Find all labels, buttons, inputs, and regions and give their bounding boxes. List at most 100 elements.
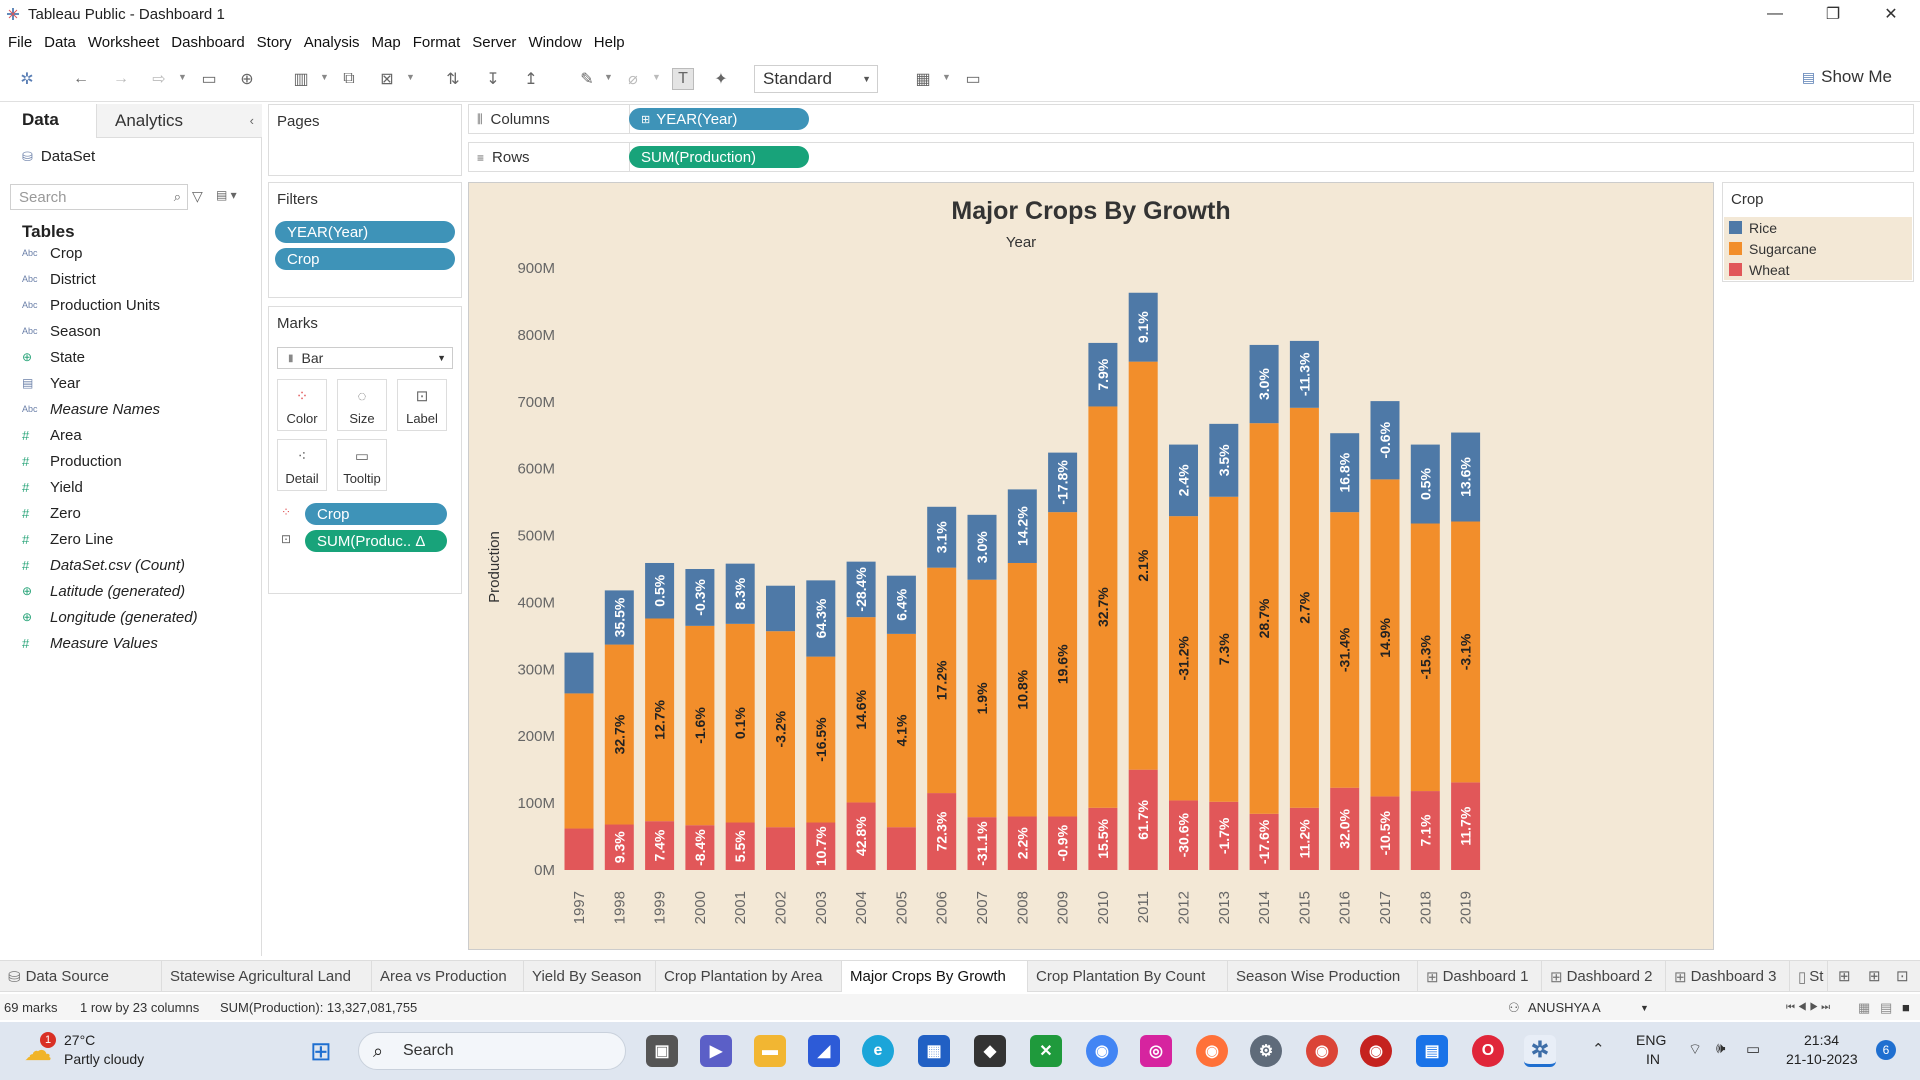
lang-top[interactable]: ENG [1636, 1032, 1667, 1048]
tab-major-crops-by-growth[interactable]: Major Crops By Growth [842, 961, 1028, 992]
bar-rice-2016[interactable] [1330, 433, 1360, 513]
battery-icon[interactable]: ▭ [1746, 1041, 1761, 1058]
rows-pill-production[interactable]: SUM(Production) [629, 146, 809, 168]
bar-wheat-2009[interactable] [1048, 816, 1078, 870]
size-button[interactable]: ◌ Size [337, 379, 387, 431]
bar-sugarcane-2009[interactable] [1048, 512, 1078, 817]
clock-time[interactable]: 21:34 [1804, 1032, 1840, 1048]
bar-wheat-2014[interactable] [1249, 813, 1279, 870]
chrome-profile-2-icon[interactable]: ◉ [1360, 1035, 1392, 1067]
filter-pill-crop[interactable]: Crop [275, 248, 455, 270]
edge-icon[interactable]: e [862, 1035, 894, 1067]
field-yield[interactable]: # Yield [22, 476, 83, 498]
bar-rice-2001[interactable] [725, 563, 755, 624]
datasource-item[interactable]: ⛁ DataSet [22, 148, 95, 165]
tableau-taskbar-icon[interactable]: ✲ [1524, 1035, 1556, 1067]
rows-shelf[interactable]: ≡ Rows SUM(Production) [468, 142, 1914, 172]
marks-pill-production[interactable]: SUM(Produc.. Δ [305, 530, 447, 552]
bar-rice-2011[interactable] [1128, 292, 1158, 362]
menu-file[interactable]: File [8, 33, 33, 51]
label-button[interactable]: ⊡ Label [397, 379, 447, 431]
tab-analytics[interactable]: Analytics ‹ [96, 104, 262, 138]
field-season[interactable]: Abc Season [22, 320, 101, 342]
minimize-button[interactable]: — [1767, 5, 1783, 22]
legend-item-wheat[interactable]: Wheat [1724, 259, 1912, 280]
bar-wheat-2006[interactable] [927, 793, 957, 870]
tab-data-source[interactable]: ⛁ Data Source [0, 961, 162, 992]
legend-item-sugarcane[interactable]: Sugarcane [1724, 238, 1912, 259]
sort-descending-icon[interactable]: ↥ [524, 71, 538, 88]
mark-type-select[interactable]: ▮ Bar ▼ [277, 347, 453, 369]
filter-icon[interactable]: ▽ [192, 188, 203, 204]
bar-rice-2013[interactable] [1209, 423, 1239, 497]
bar-sugarcane-2001[interactable] [725, 623, 755, 823]
presentation-mode-icon[interactable]: ▭ [965, 71, 981, 88]
tab-dashboard-2[interactable]: ⊞ Dashboard 2 [1542, 961, 1666, 992]
bar-sugarcane-2012[interactable] [1169, 516, 1198, 801]
stacked-bar-chart[interactable]: Major Crops By Growth Year Production 0M 100… [469, 183, 1713, 949]
instagram-icon[interactable]: ◎ [1140, 1035, 1172, 1067]
collapse-icon[interactable]: ‹ [249, 113, 254, 128]
chart-area[interactable]: Major Crops By Growth Year Production 0M 100… [468, 182, 1714, 950]
field-year[interactable]: ▤ Year [22, 372, 80, 394]
tab-story[interactable]: ▯ St [1790, 961, 1828, 992]
bar-wheat-2003[interactable] [806, 822, 836, 870]
bar-sugarcane-2019[interactable] [1451, 521, 1481, 783]
field-district[interactable]: Abc District [22, 268, 96, 290]
color-button[interactable]: ⁘ Color [277, 379, 327, 431]
bar-wheat-2007[interactable] [967, 817, 997, 870]
volume-icon[interactable]: 🕪 [1716, 1040, 1726, 1057]
bar-sugarcane-2007[interactable] [967, 579, 997, 818]
menu-server[interactable]: Server [472, 33, 517, 51]
bar-rice-1998[interactable] [604, 590, 634, 645]
fit-select[interactable]: Standard ▼ [754, 65, 878, 93]
tabs-view-icon[interactable]: ■ [1902, 1000, 1910, 1015]
status-user[interactable]: ANUSHYA A [1528, 1000, 1601, 1015]
bar-wheat-2008[interactable] [1007, 816, 1037, 870]
filter-pill-year[interactable]: YEAR(Year) [275, 221, 455, 243]
field-zero-line[interactable]: # Zero Line [22, 528, 113, 550]
app-cube-icon[interactable]: ◆ [974, 1035, 1006, 1067]
columns-pill-year[interactable]: ⊞ YEAR(Year) [629, 108, 809, 130]
tab-yield-by-season[interactable]: Yield By Season [524, 961, 656, 992]
menu-window[interactable]: Window [528, 33, 582, 51]
tray-chevron-up-icon[interactable]: ⌃ [1592, 1041, 1605, 1058]
tab-crop-plantation-by-count[interactable]: Crop Plantation By Count [1028, 961, 1228, 992]
menu-format[interactable]: Format [412, 33, 461, 51]
restore-button[interactable]: ❐ [1825, 6, 1841, 23]
bar-rice-2009[interactable] [1048, 452, 1078, 513]
bar-rice-2002[interactable] [766, 585, 795, 632]
save-icon[interactable]: ▭ [201, 71, 217, 88]
field-crop[interactable]: Abc Crop [22, 242, 83, 264]
menu-story[interactable]: Story [256, 33, 292, 51]
bar-rice-2006[interactable] [927, 506, 957, 568]
marks-pill-crop[interactable]: Crop [305, 503, 447, 525]
store-icon[interactable]: ▦ [918, 1035, 950, 1067]
bar-rice-2010[interactable] [1088, 342, 1118, 407]
bar-sugarcane-1997[interactable] [564, 693, 594, 829]
group-dropdown-icon[interactable]: ▼ [652, 72, 661, 82]
tableau-home-icon[interactable]: ✲ [20, 71, 34, 88]
bar-sugarcane-2004[interactable] [846, 617, 876, 803]
swap-icon[interactable]: ⇅ [446, 71, 460, 88]
bar-rice-2005[interactable] [886, 575, 916, 634]
menu-worksheet[interactable]: Worksheet [87, 33, 160, 51]
chrome-icon[interactable]: ◉ [1086, 1035, 1118, 1067]
bar-rice-2007[interactable] [967, 514, 997, 580]
tab-crop-plantation-by-area[interactable]: Crop Plantation by Area [656, 961, 842, 992]
field-measure-names[interactable]: Abc Measure Names [22, 398, 160, 420]
bar-wheat-2010[interactable] [1088, 807, 1118, 870]
settings-icon[interactable]: ⚙ [1250, 1035, 1282, 1067]
bar-sugarcane-2013[interactable] [1209, 496, 1239, 802]
redo-icon[interactable]: → [113, 70, 129, 87]
notification-badge[interactable]: 6 [1876, 1040, 1896, 1060]
bar-rice-2014[interactable] [1249, 344, 1279, 424]
field-longitude-generated[interactable]: ⊕ Longitude (generated) [22, 606, 198, 628]
sheet-sorter-icon[interactable]: ▦ [1858, 1000, 1871, 1015]
bar-wheat-2012[interactable] [1169, 800, 1198, 870]
highlight-dropdown-icon[interactable]: ▼ [604, 72, 613, 82]
bar-wheat-2017[interactable] [1370, 796, 1400, 870]
undo-icon[interactable]: ← [73, 70, 89, 87]
tab-season-wise-production[interactable]: Season Wise Production [1228, 961, 1418, 992]
duplicate-sheet-icon[interactable]: ⧉ [343, 70, 355, 87]
